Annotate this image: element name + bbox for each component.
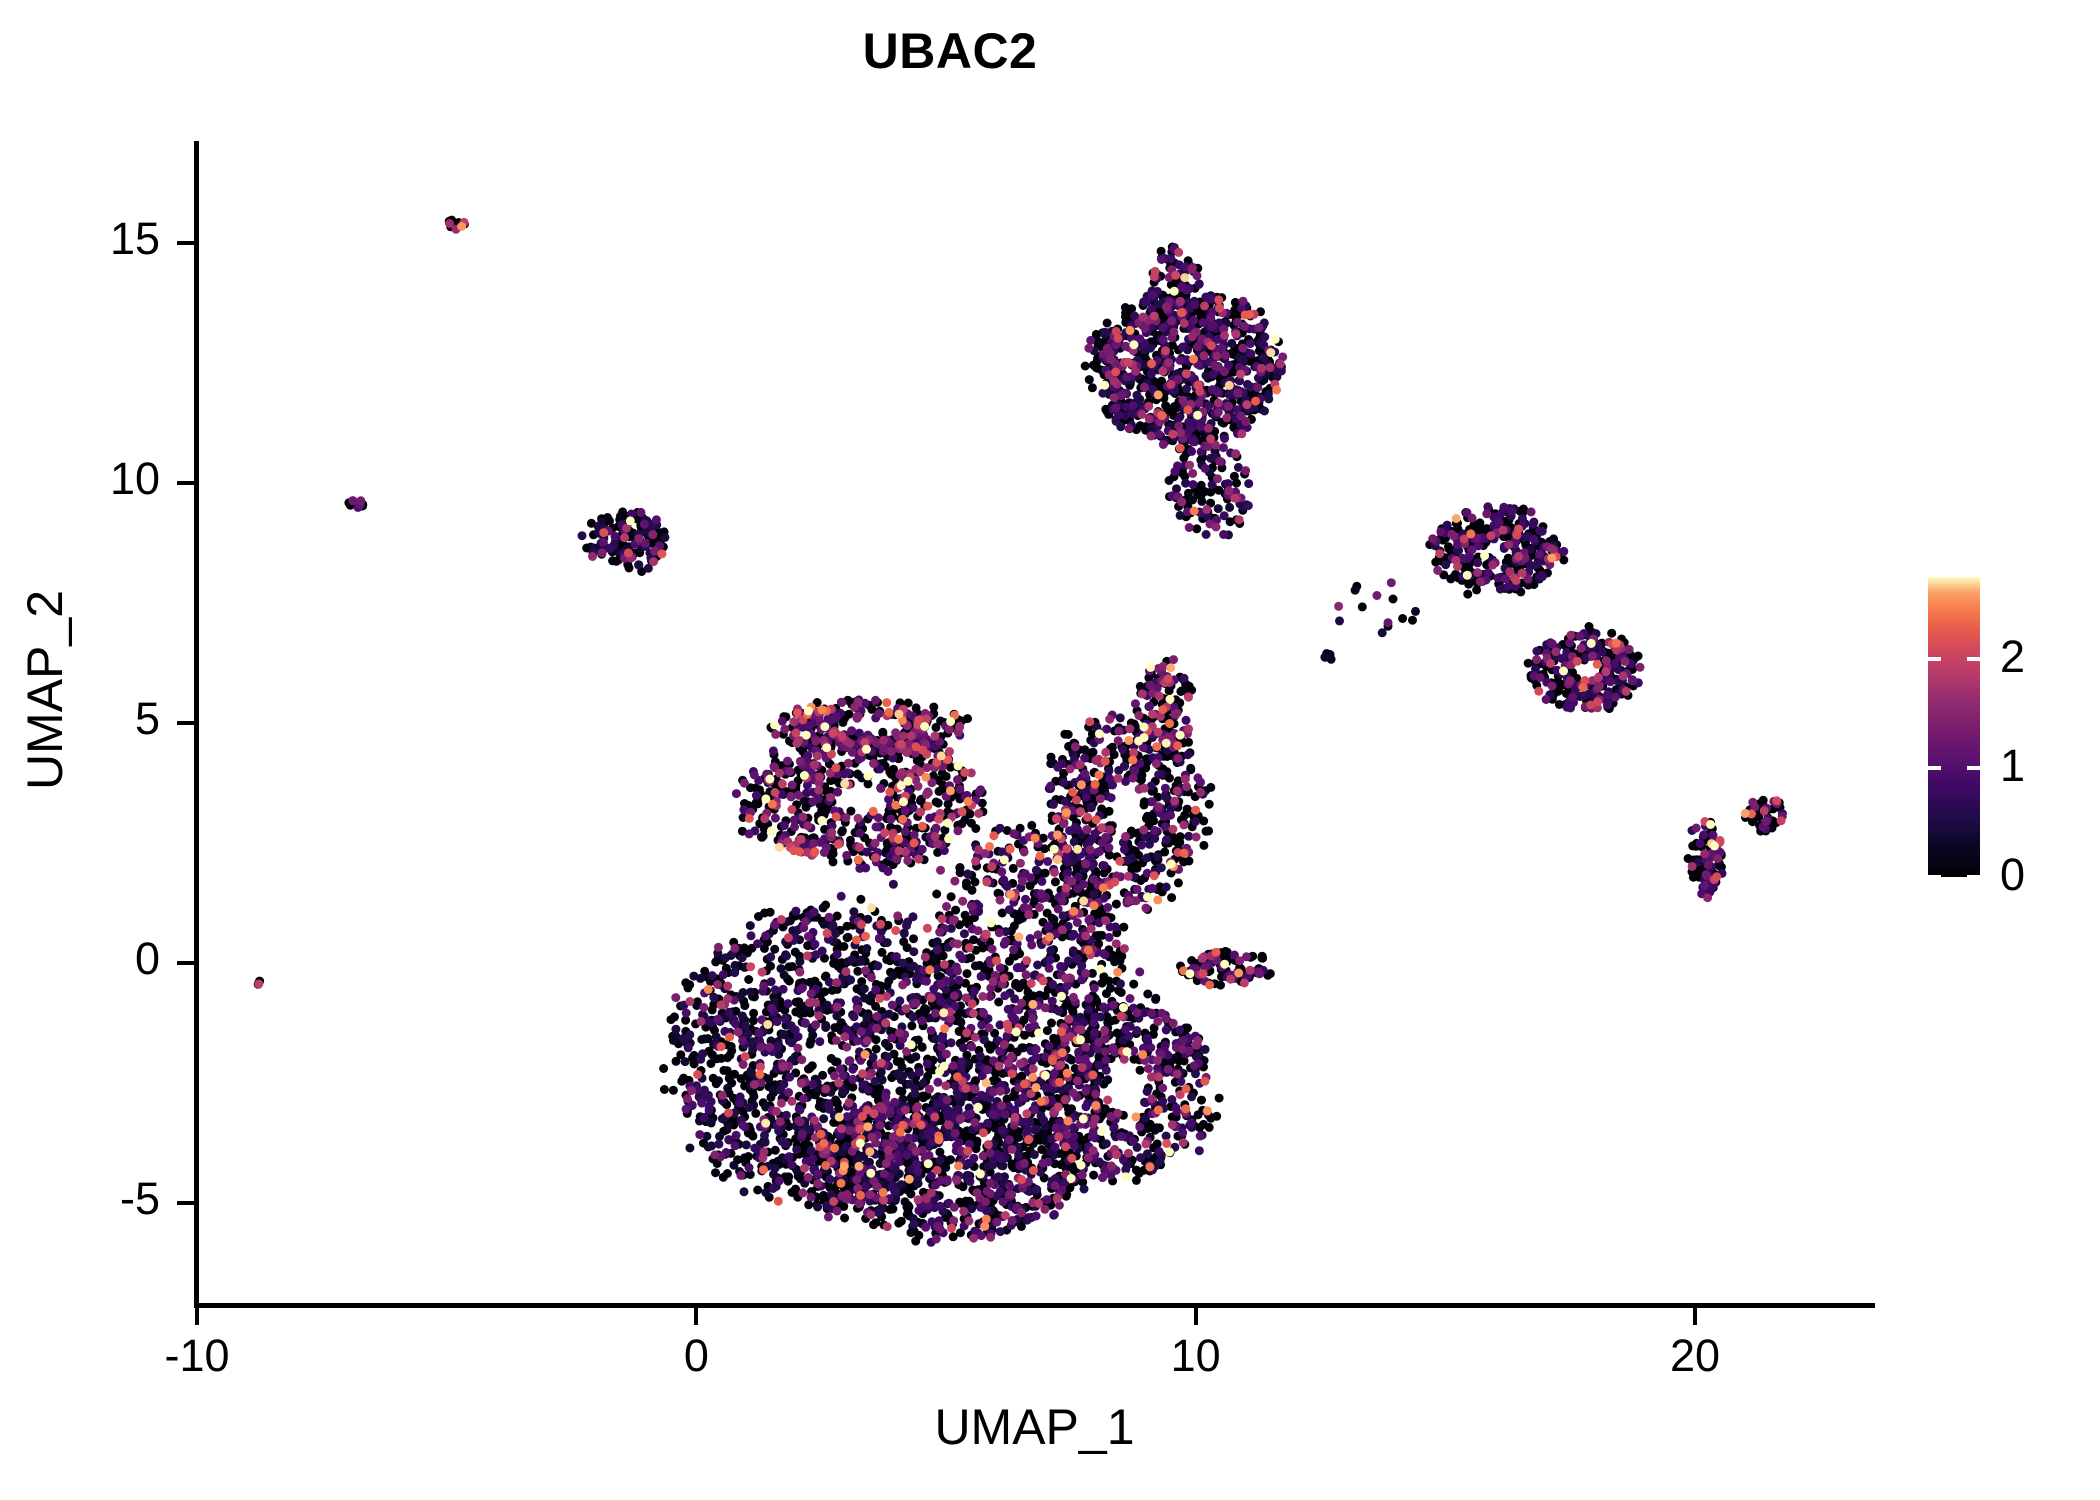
y-axis-tick [177, 961, 194, 965]
x-axis-tick [1693, 1308, 1697, 1325]
y-axis-tick [177, 481, 194, 485]
y-axis-tick-label: 15 [109, 213, 160, 264]
colorbar-tick [1967, 656, 1980, 661]
x-axis-tick-label: 10 [1170, 1330, 1221, 1381]
colorbar-tick-label: 1 [2000, 739, 2026, 791]
x-axis-tick-label: 20 [1669, 1330, 1721, 1381]
colorbar-legend: 0 1 2 [1928, 577, 2088, 907]
colorbar-tick [1928, 656, 1941, 661]
y-axis-title: UMAP_2 [17, 589, 73, 791]
colorbar-tick [1967, 765, 1980, 770]
colorbar-tick [1967, 875, 1980, 879]
y-axis-tick [177, 721, 194, 725]
x-axis-tick-label: -10 [164, 1330, 230, 1381]
x-axis-tick [195, 1308, 199, 1325]
colorbar-tick [1928, 765, 1941, 770]
y-axis-tick [177, 241, 194, 245]
y-axis-line [194, 141, 199, 1307]
colorbar-tick-label: 0 [2000, 849, 2026, 900]
x-axis-line [194, 1303, 1875, 1308]
page-title: UBAC2 [862, 23, 1038, 79]
y-axis-tick-label: -5 [119, 1173, 160, 1224]
colorbar-gradient [1928, 577, 1980, 877]
x-axis-title: UMAP_1 [934, 1399, 1135, 1455]
colorbar-tick [1928, 875, 1941, 879]
x-axis-tick [694, 1308, 699, 1325]
colorbar-tick-label: 2 [2000, 630, 2026, 682]
y-axis-tick [177, 1201, 194, 1205]
x-axis-tick-label: 0 [683, 1330, 709, 1381]
plot-panel [197, 141, 1872, 1304]
x-axis-tick [1193, 1308, 1198, 1325]
